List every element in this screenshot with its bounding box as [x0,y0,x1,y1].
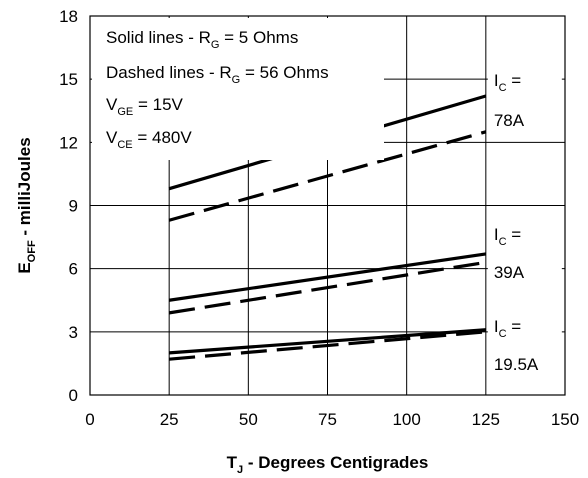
plot-frame [89,15,566,396]
current-label-prefix: IC = [494,71,521,94]
current-label-prefix: IC = [494,317,521,340]
y-tick-label: 12 [59,133,78,152]
current-label-prefix: IC = [494,225,521,248]
y-tick-label: 6 [69,260,78,279]
series-line-4 [168,260,487,315]
y-tick-label: 0 [69,386,78,405]
current-labels: IC = 78A IC = 39A IC = 19.5A [487,62,562,374]
y-tick-label: 18 [59,7,78,26]
x-tick-label: 150 [551,410,579,429]
series-line-2 [168,130,487,222]
annotation-vce: VCE = 480V [106,128,192,151]
y-tick-label: 9 [69,197,78,216]
current-label-backing [487,308,562,370]
y-axis-title: EOFF - milliJoules [15,137,38,273]
annotation-box [92,18,384,160]
tick-labels: 0 3 6 9 12 15 18 0 25 50 75 100 125 150 [59,7,579,429]
series-line-5 [169,328,486,355]
x-tick-label: 25 [160,410,179,429]
series-line-6 [169,330,486,361]
x-axis-title: TJ - Degrees Centigrades [227,453,429,476]
current-label-backing [487,216,562,278]
x-tick-label: 100 [392,410,420,429]
annotation-dashed-lines: Dashed lines - RG = 56 Ohms [106,63,329,86]
current-label-value: 19.5A [494,355,539,374]
x-tick-label: 0 [85,410,94,429]
x-tick-label: 75 [318,410,337,429]
x-tick-label: 125 [472,410,500,429]
current-label-value: 39A [494,263,525,282]
y-tick-label: 3 [69,323,78,342]
y-tick-label: 15 [59,70,78,89]
current-label-backing [487,62,562,124]
annotation-vge: VGE = 15V [106,95,184,118]
x-tick-label: 50 [239,410,258,429]
current-label-value: 78A [494,111,525,130]
series-line-3 [168,252,487,302]
annotation-solid-lines: Solid lines - RG = 5 Ohms [106,28,298,51]
